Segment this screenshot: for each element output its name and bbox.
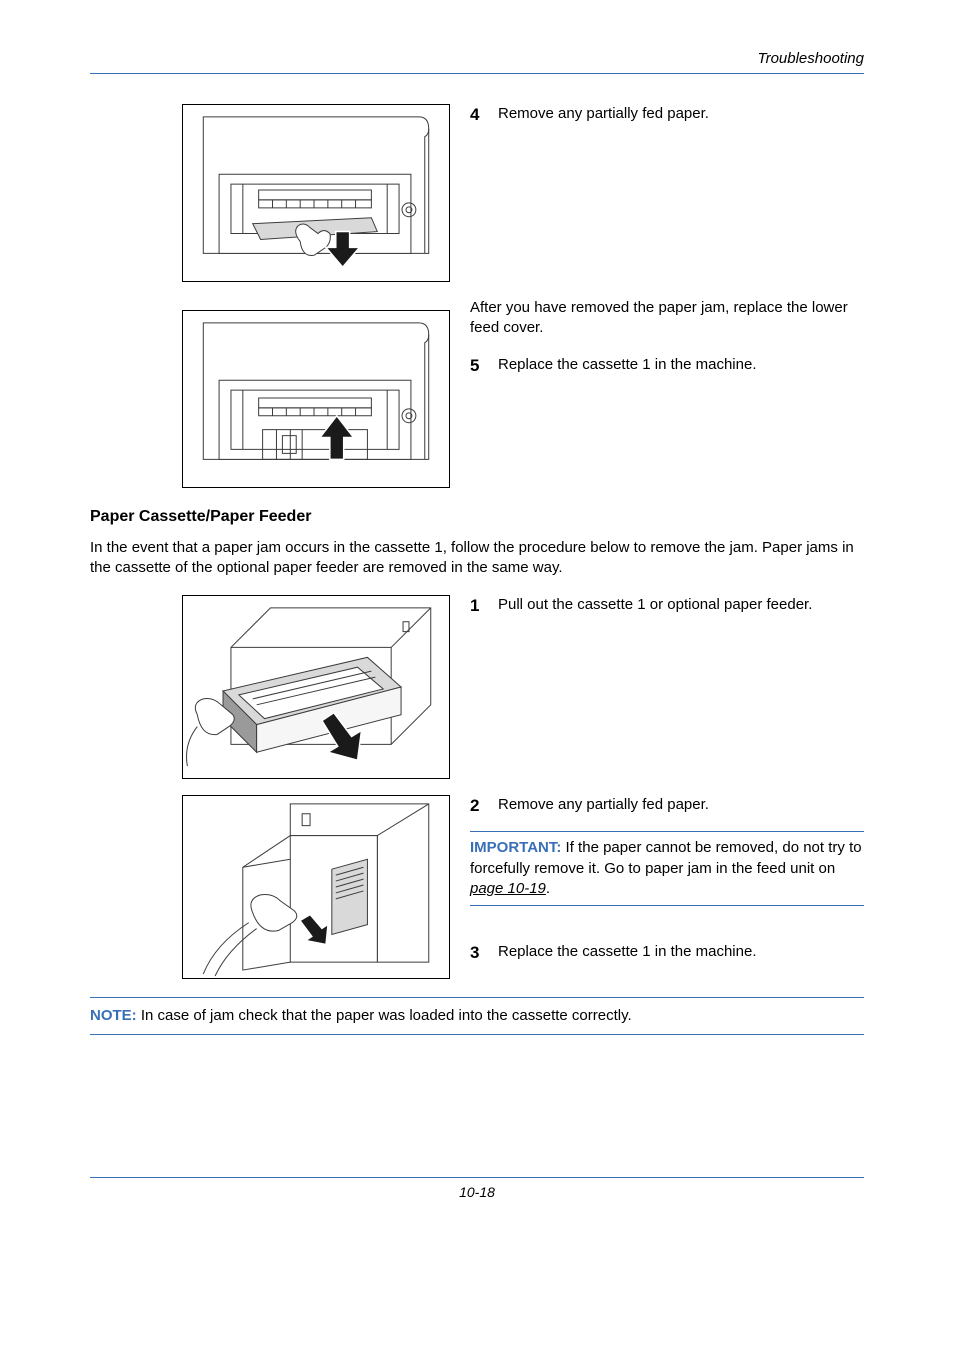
intro-paragraph: In the event that a paper jam occurs in … <box>90 538 864 579</box>
section-title: Troubleshooting <box>758 50 864 67</box>
illustration-replace-cover <box>182 310 450 488</box>
figure-col <box>90 795 450 979</box>
running-header: Troubleshooting <box>90 50 864 74</box>
section-heading: Paper Cassette/Paper Feeder <box>90 508 864 526</box>
after-paragraph: After you have removed the paper jam, re… <box>470 298 864 339</box>
step-4: 4 Remove any partially fed paper. <box>470 104 864 127</box>
step-3: 3 Replace the cassette 1 in the machine. <box>470 942 864 965</box>
figure-col <box>90 298 450 488</box>
illustration-remove-paper <box>182 104 450 282</box>
text-col: 1 Pull out the cassette 1 or optional pa… <box>450 595 864 630</box>
page: Troubleshooting <box>0 0 954 1350</box>
step-number: 5 <box>470 355 498 378</box>
step-number: 2 <box>470 795 498 818</box>
note-callout: NOTE: In case of jam check that the pape… <box>90 997 864 1035</box>
step-4-row: 4 Remove any partially fed paper. <box>90 104 864 282</box>
step-2-row: 2 Remove any partially fed paper. IMPORT… <box>90 795 864 979</box>
important-text-b: . <box>546 880 550 897</box>
step-1-row: 1 Pull out the cassette 1 or optional pa… <box>90 595 864 779</box>
step-text: Replace the cassette 1 in the machine. <box>498 355 864 375</box>
step-text: Remove any partially fed paper. <box>498 104 864 124</box>
step-number: 4 <box>470 104 498 127</box>
text-col: After you have removed the paper jam, re… <box>450 298 864 389</box>
figure-col <box>90 595 450 779</box>
step-text: Pull out the cassette 1 or optional pape… <box>498 595 864 615</box>
figure-col <box>90 104 450 282</box>
text-col: 4 Remove any partially fed paper. <box>450 104 864 139</box>
step-5: 5 Replace the cassette 1 in the machine. <box>470 355 864 378</box>
note-label: NOTE: <box>90 1007 137 1024</box>
content-body: 4 Remove any partially fed paper. <box>90 74 864 1035</box>
step-text: Replace the cassette 1 in the machine. <box>498 942 864 962</box>
page-number: 10-18 <box>459 1184 495 1200</box>
step-number: 1 <box>470 595 498 618</box>
text-col: 2 Remove any partially fed paper. IMPORT… <box>450 795 864 978</box>
illustration-pull-cassette <box>182 595 450 779</box>
step-text: Remove any partially fed paper. <box>498 795 864 815</box>
illustration-remove-from-cassette <box>182 795 450 979</box>
step-1: 1 Pull out the cassette 1 or optional pa… <box>470 595 864 618</box>
page-reference-link[interactable]: page 10-19 <box>470 880 546 897</box>
page-footer: 10-18 <box>90 1177 864 1200</box>
important-label: IMPORTANT: <box>470 839 561 856</box>
important-callout: IMPORTANT: If the paper cannot be remove… <box>470 831 864 906</box>
note-text: In case of jam check that the paper was … <box>137 1007 632 1024</box>
step-number: 3 <box>470 942 498 965</box>
step-2: 2 Remove any partially fed paper. <box>470 795 864 818</box>
step-5-row: After you have removed the paper jam, re… <box>90 298 864 488</box>
